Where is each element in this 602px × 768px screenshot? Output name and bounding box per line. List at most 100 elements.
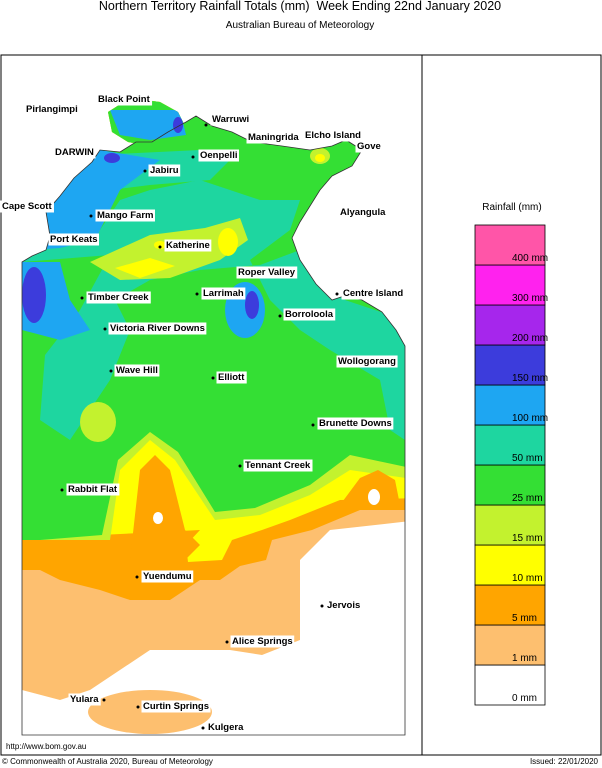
place-label-bg xyxy=(243,459,313,472)
place: Elcho Island xyxy=(303,129,363,142)
legend-label: 150 mm xyxy=(512,373,548,384)
place-label-bg xyxy=(236,266,298,279)
legend-swatch xyxy=(474,384,546,426)
place: Timber Creek xyxy=(80,291,151,304)
place-dot xyxy=(109,369,113,373)
place-label-bg xyxy=(0,200,54,213)
place-label: Yulara xyxy=(70,694,99,705)
place-label: Port Keats xyxy=(50,234,98,245)
legend-swatch xyxy=(474,624,546,666)
place-dot xyxy=(238,464,242,468)
legend-label: 25 mm xyxy=(512,493,543,504)
legend-swatch xyxy=(474,424,546,466)
place-dot xyxy=(201,726,205,730)
legend-label: 50 mm xyxy=(512,453,543,464)
legend-swatch xyxy=(474,304,546,346)
legend-swatch xyxy=(474,504,546,546)
place-dot xyxy=(136,705,140,709)
place: Port Keats xyxy=(48,233,100,246)
legend-label: 15 mm xyxy=(512,533,543,544)
place-label-bg xyxy=(198,149,239,162)
place-label-bg xyxy=(317,417,394,430)
place-label: Wollogorang xyxy=(338,356,396,367)
place-label: Timber Creek xyxy=(88,292,149,303)
place-dot xyxy=(311,423,315,427)
place-label-bg xyxy=(141,570,194,583)
place-label-bg xyxy=(164,239,212,252)
place-label: Mango Farm xyxy=(97,210,153,221)
place-label-bg xyxy=(206,721,246,734)
place-label-bg xyxy=(210,113,251,126)
place: Centre Island xyxy=(335,287,405,300)
place: Wollogorang xyxy=(336,355,398,368)
place-label-bg xyxy=(96,93,153,106)
place-label: Brunette Downs xyxy=(319,418,392,429)
place-label-bg xyxy=(325,599,362,612)
place: Pirlangimpi xyxy=(24,103,80,116)
place-label: Alice Springs xyxy=(232,636,293,647)
place-label: Oenpelli xyxy=(200,150,237,161)
place-label-bg xyxy=(108,322,207,335)
place-label: Gove xyxy=(357,141,381,152)
place-dot xyxy=(225,640,229,644)
place-dot xyxy=(60,488,64,492)
legend-swatch xyxy=(474,464,546,506)
place: Warruwi xyxy=(204,113,251,127)
place-label: Elcho Island xyxy=(305,130,361,141)
place-label-bg xyxy=(66,483,120,496)
legend-swatch xyxy=(474,264,546,306)
legend-label: 1 mm xyxy=(512,653,537,664)
place-label-bg xyxy=(341,287,405,300)
subtitle: Australian Bureau of Meteorology xyxy=(226,20,374,31)
place-dot xyxy=(278,314,282,318)
place-label-bg xyxy=(48,233,100,246)
place-label-bg xyxy=(246,131,301,144)
place-label-bg xyxy=(283,308,336,321)
place-dot xyxy=(335,292,339,296)
place-label-bg xyxy=(336,355,398,368)
place-label-bg xyxy=(95,209,155,222)
place-dot xyxy=(143,169,147,173)
place-label: Centre Island xyxy=(343,288,403,299)
place-label: Pirlangimpi xyxy=(26,104,78,115)
place-label: Roper Valley xyxy=(238,267,296,278)
legend-label: 10 mm xyxy=(512,573,543,584)
place: Brunette Downs xyxy=(311,417,394,430)
place-dot xyxy=(80,296,84,300)
place: Wave Hill xyxy=(109,364,160,377)
place-label-bg xyxy=(338,206,388,219)
place: Rabbit Flat xyxy=(60,483,120,496)
place-dot xyxy=(204,123,208,127)
place: Roper Valley xyxy=(236,266,298,279)
place-label: Black Point xyxy=(98,94,151,105)
place-label: Curtin Springs xyxy=(143,701,209,712)
footer-url: http://www.bom.gov.au xyxy=(6,742,86,751)
place-label: Kulgera xyxy=(208,722,244,733)
place: Tennant Creek xyxy=(238,459,313,472)
place-dot xyxy=(158,245,162,249)
place: Cape Scott xyxy=(0,200,54,213)
place: Gove xyxy=(355,140,383,153)
place-label: Alyangula xyxy=(340,207,386,218)
place-label-bg xyxy=(148,164,181,177)
legend-swatch xyxy=(474,664,546,706)
legend-label: 5 mm xyxy=(512,613,537,624)
place-dot xyxy=(102,698,106,702)
legend-label: 200 mm xyxy=(512,333,548,344)
place-label: Jervois xyxy=(327,600,360,611)
place-label-bg xyxy=(141,700,211,713)
place-dot xyxy=(191,155,195,159)
legend-label: 400 mm xyxy=(512,253,548,264)
place: Larrimah xyxy=(195,287,246,300)
place: Maningrida xyxy=(246,131,301,144)
frame xyxy=(0,54,602,756)
legend: 0 mm 1 mm 5 mm 10 mm 15 mm 25 mm 50 mm 100 mm 15… xyxy=(474,224,548,706)
footer-issued: Issued: 22/01/2020 xyxy=(530,757,599,766)
place: Black Point xyxy=(96,93,153,106)
place-dot xyxy=(135,575,139,579)
place: Borroloola xyxy=(278,308,336,321)
place: Victoria River Downs xyxy=(103,322,207,335)
place-label-bg xyxy=(355,140,383,153)
place: Curtin Springs xyxy=(136,700,211,713)
place-dot xyxy=(195,292,199,296)
